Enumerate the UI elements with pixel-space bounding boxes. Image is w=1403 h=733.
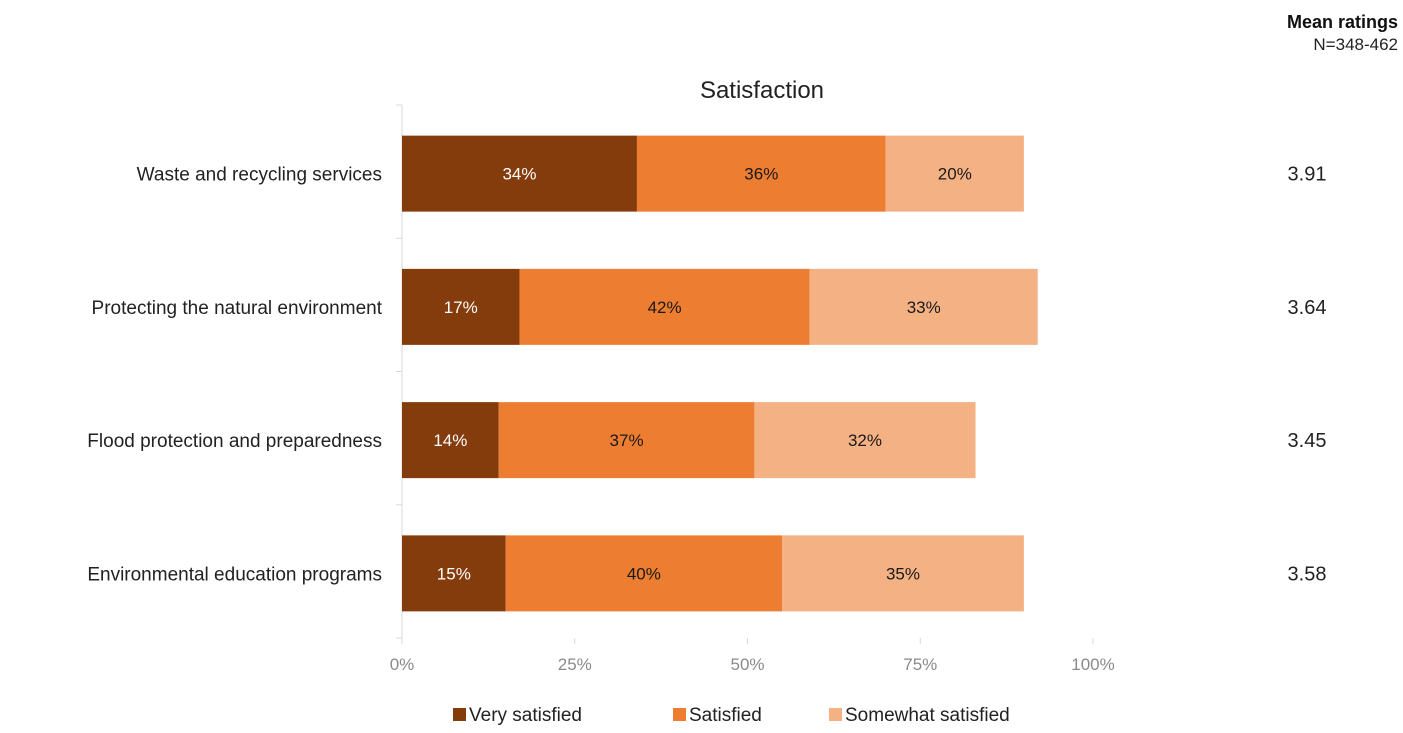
data-label: 33% [907, 298, 941, 317]
legend-label: Very satisfied [469, 705, 582, 726]
data-label: 34% [502, 165, 536, 184]
x-tick-label: 50% [730, 655, 764, 674]
x-tick-label: 75% [903, 655, 937, 674]
bar-segment [636, 135, 886, 212]
bar-segment [402, 535, 506, 612]
bar-segment [498, 402, 755, 479]
category-label: Protecting the natural environment [92, 298, 383, 319]
bar-segment [505, 535, 783, 612]
x-tick-label: 0% [390, 655, 415, 674]
legend-swatch [673, 708, 686, 721]
data-label: 32% [848, 431, 882, 450]
category-label: Environmental education programs [87, 564, 382, 585]
sample-size-label: N=348-462 [1313, 35, 1398, 54]
data-label: 35% [886, 564, 920, 583]
category-label: Flood protection and preparedness [87, 431, 382, 452]
data-label: 20% [938, 165, 972, 184]
bar-segment [754, 402, 976, 479]
legend-swatch [829, 708, 842, 721]
bar-segment [809, 268, 1038, 345]
data-label: 42% [648, 298, 682, 317]
mean-rating-value: 3.64 [1288, 297, 1327, 319]
legend-label: Somewhat satisfied [845, 705, 1010, 726]
data-label: 15% [437, 564, 471, 583]
data-label: 36% [744, 165, 778, 184]
chart-title: Satisfaction [700, 77, 824, 104]
bar-segment [885, 135, 1024, 212]
x-tick-label: 25% [558, 655, 592, 674]
legend-label: Satisfied [689, 705, 762, 726]
data-label: 17% [444, 298, 478, 317]
bars [402, 135, 1038, 612]
bar-segment [402, 268, 520, 345]
bar-segment [402, 402, 499, 479]
bar-segment [519, 268, 810, 345]
x-tick-label: 100% [1071, 655, 1114, 674]
axes: 0% 25% 50% 75% 100% [390, 104, 1115, 674]
data-label: 37% [610, 431, 644, 450]
mean-rating-value: 3.91 [1288, 164, 1327, 186]
mean-ratings-heading: Mean ratings [1287, 12, 1398, 32]
mean-rating-value: 3.58 [1288, 563, 1327, 585]
mean-rating-value: 3.45 [1288, 430, 1327, 452]
data-label: 14% [433, 431, 467, 450]
labels: Waste and recycling services 34% 36% 20% 3.9… [87, 164, 1326, 586]
bar-segment [782, 535, 1024, 612]
legend: Very satisfied Satisfied Somewhat satisfie… [453, 705, 1010, 726]
category-label: Waste and recycling services [137, 165, 382, 186]
legend-swatch [453, 708, 466, 721]
bar-segment [402, 135, 637, 212]
data-label: 40% [627, 564, 661, 583]
